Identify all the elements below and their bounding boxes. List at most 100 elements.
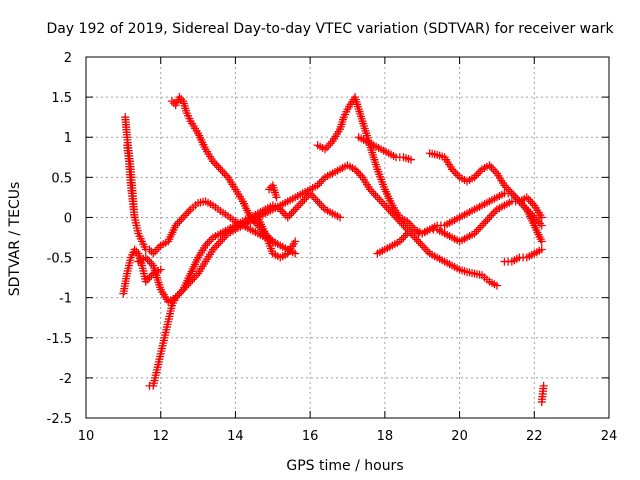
data-point <box>317 177 326 186</box>
data-point <box>492 281 501 290</box>
data-point <box>483 215 492 224</box>
data-point <box>220 169 229 178</box>
data-point <box>141 277 150 286</box>
data-point <box>209 157 218 166</box>
data-point <box>306 189 315 198</box>
data-point <box>248 215 257 224</box>
data-point <box>220 233 229 242</box>
data-point <box>350 165 359 174</box>
data-point <box>522 193 531 202</box>
data-point <box>308 191 317 200</box>
data-point <box>291 237 300 246</box>
data-point <box>528 199 537 208</box>
data-point <box>315 199 324 208</box>
data-point <box>294 201 303 210</box>
plot-frame <box>85 56 610 419</box>
data-point <box>285 211 294 220</box>
data-point <box>141 253 150 262</box>
data-point <box>132 247 141 256</box>
data-point <box>382 203 391 212</box>
data-point <box>182 209 191 218</box>
data-point <box>373 193 382 202</box>
data-point <box>491 167 500 176</box>
data-point <box>489 165 498 174</box>
data-point <box>491 207 500 216</box>
data-point <box>171 293 180 302</box>
data-point <box>154 243 163 252</box>
data-point <box>414 237 423 246</box>
data-point <box>500 181 509 190</box>
data-point <box>407 221 416 230</box>
data-point <box>143 255 152 264</box>
data-point <box>317 201 326 210</box>
data-point <box>283 213 292 222</box>
data-point <box>423 247 432 256</box>
data-point <box>377 197 386 206</box>
data-point <box>474 169 483 178</box>
y-tick-label: 1.5 <box>51 91 72 106</box>
data-point <box>289 207 298 216</box>
data-point <box>539 381 548 390</box>
data-point <box>472 171 481 180</box>
data-point <box>380 201 389 210</box>
data-point <box>487 163 496 172</box>
data-point <box>276 205 285 214</box>
data-point <box>212 161 221 170</box>
x-tick-label: 14 <box>227 429 244 444</box>
data-point <box>537 237 546 246</box>
data-point <box>145 257 154 266</box>
y-tick-label: 1 <box>64 131 72 146</box>
x-tick-label: 22 <box>526 429 543 444</box>
data-point <box>175 93 184 102</box>
data-point <box>504 185 513 194</box>
data-point <box>535 219 544 228</box>
data-point <box>336 213 345 222</box>
y-tick-label: 0 <box>64 211 72 226</box>
data-point <box>408 231 417 240</box>
data-point <box>145 273 154 282</box>
data-point <box>378 199 387 208</box>
data-point <box>203 239 212 248</box>
data-point <box>511 193 520 202</box>
data-point <box>214 239 223 248</box>
y-tick-label: 2 <box>64 51 72 66</box>
data-point <box>479 219 488 228</box>
data-point <box>156 265 165 274</box>
y-tick-label: -0.5 <box>47 252 72 267</box>
data-point <box>152 245 161 254</box>
data-point <box>407 155 416 164</box>
data-point <box>177 215 186 224</box>
data-point <box>173 219 182 228</box>
data-point <box>171 221 180 230</box>
data-point <box>246 213 255 222</box>
data-point <box>272 193 281 202</box>
data-point <box>537 213 546 222</box>
chart-title: Day 192 of 2019, Sidereal Day-to-day VTE… <box>46 21 614 37</box>
data-point <box>309 193 318 202</box>
data-point <box>147 259 156 268</box>
data-point <box>375 195 384 204</box>
x-tick-label: 18 <box>377 429 394 444</box>
data-point <box>352 167 361 176</box>
data-point <box>420 243 429 252</box>
x-tick-label: 20 <box>451 429 468 444</box>
data-point <box>216 237 225 246</box>
data-point <box>408 223 417 232</box>
data-point <box>212 241 221 250</box>
data-point <box>401 231 410 240</box>
data-point <box>321 145 330 154</box>
data-point <box>265 185 274 194</box>
x-tick-label: 10 <box>78 429 95 444</box>
data-point <box>519 201 528 210</box>
data-point <box>412 235 421 244</box>
data-point <box>313 197 322 206</box>
y-tick-label: -1.5 <box>47 332 72 347</box>
data-point <box>279 209 288 218</box>
data-point <box>173 291 182 300</box>
data-point <box>416 239 425 248</box>
data-point <box>322 143 331 152</box>
data-point <box>395 237 404 246</box>
data-point <box>405 219 414 228</box>
data-point <box>487 211 496 220</box>
